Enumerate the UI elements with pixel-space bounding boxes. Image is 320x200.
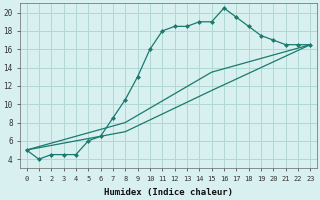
X-axis label: Humidex (Indice chaleur): Humidex (Indice chaleur)	[104, 188, 233, 197]
